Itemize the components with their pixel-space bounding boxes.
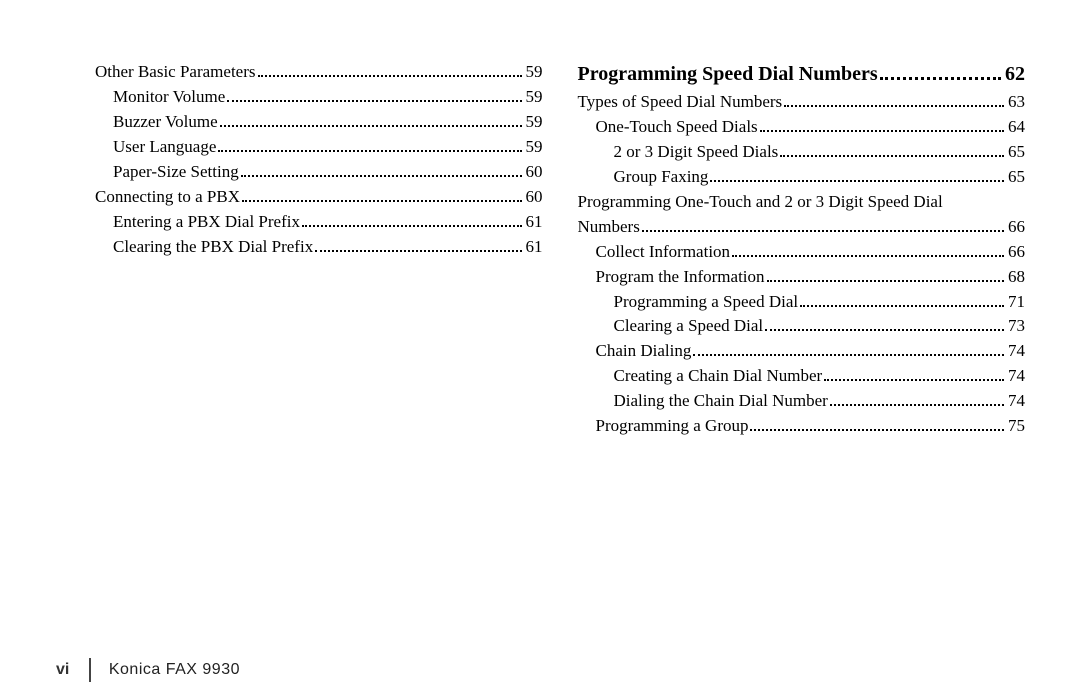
page-footer: vi Konica FAX 9930 [56,658,240,682]
footer-divider [89,658,91,682]
right-column: Programming Speed Dial Numbers 62 Types … [578,60,1026,439]
toc-entry: Program the Information 68 [578,264,1026,289]
toc-label: Buzzer Volume [95,110,218,135]
toc-label: Dialing the Chain Dial Number [578,389,828,414]
toc-label: Entering a PBX Dial Prefix [95,210,300,235]
dot-leader [824,364,1004,381]
toc-page: 59 [526,135,543,160]
toc-entry: Collect Information 66 [578,239,1026,264]
toc-heading-page: 62 [1005,60,1025,88]
toc-entry: Group Faxing 65 [578,165,1026,190]
toc-page: 73 [1008,314,1025,339]
toc-entry: Clearing the PBX Dial Prefix 61 [95,235,543,260]
dot-leader [765,314,1004,331]
dot-leader [767,264,1004,281]
dot-leader [693,339,1004,356]
dot-leader [258,60,522,77]
toc-page: 59 [526,110,543,135]
toc-label: Collect Information [578,240,731,265]
toc-label: Programming a Group [578,414,749,439]
toc-entry: Entering a PBX Dial Prefix 61 [95,210,543,235]
dot-leader [780,140,1004,157]
dot-leader [315,235,521,252]
toc-entry: Clearing a Speed Dial 73 [578,314,1026,339]
toc-entry: Buzzer Volume 59 [95,110,543,135]
toc-label: Connecting to a PBX [95,185,240,210]
toc-label: Program the Information [578,265,765,290]
dot-leader [880,62,1001,80]
footer-page-number: vi [56,661,89,679]
dot-leader [760,115,1004,132]
toc-label: Clearing a Speed Dial [578,314,764,339]
toc-heading-label: Programming Speed Dial Numbers [578,60,878,88]
left-column: Other Basic Parameters 59 Monitor Volume… [95,60,543,439]
toc-entry: Connecting to a PBX 60 [95,185,543,210]
toc-page: 61 [526,210,543,235]
toc-page: 61 [526,235,543,260]
dot-leader [784,90,1004,107]
toc-page: 74 [1008,339,1025,364]
toc-page: 68 [1008,265,1025,290]
toc-page: 60 [526,160,543,185]
content-columns: Other Basic Parameters 59 Monitor Volume… [95,60,1025,439]
dot-leader [241,160,522,177]
toc-entry: User Language 59 [95,135,543,160]
toc-page: 59 [526,60,543,85]
dot-leader [220,110,522,127]
toc-entry: Other Basic Parameters 59 [95,60,543,85]
toc-entry: Types of Speed Dial Numbers 63 [578,90,1026,115]
toc-page: 59 [526,85,543,110]
toc-label: Other Basic Parameters [95,60,256,85]
toc-page: 65 [1008,165,1025,190]
dot-leader [642,214,1004,231]
toc-label: Numbers [578,215,640,240]
dot-leader [242,185,522,202]
toc-label: Clearing the PBX Dial Prefix [95,235,313,260]
toc-entry: Dialing the Chain Dial Number 74 [578,389,1026,414]
toc-entry: Paper-Size Setting 60 [95,160,543,185]
toc-label: Paper-Size Setting [95,160,239,185]
toc-label: Programming One-Touch and 2 or 3 Digit S… [578,192,943,211]
toc-page: 63 [1008,90,1025,115]
dot-leader [800,289,1004,306]
toc-page: 66 [1008,215,1025,240]
dot-leader [218,135,521,152]
footer-model: Konica FAX 9930 [109,661,240,679]
toc-entry: Monitor Volume 59 [95,85,543,110]
dot-leader [830,389,1004,406]
toc-entry: One-Touch Speed Dials 64 [578,115,1026,140]
toc-label: User Language [95,135,216,160]
toc-label: Group Faxing [578,165,709,190]
toc-entry: 2 or 3 Digit Speed Dials 65 [578,140,1026,165]
toc-page: 74 [1008,389,1025,414]
toc-page: 74 [1008,364,1025,389]
toc-label: Monitor Volume [95,85,225,110]
toc-label: One-Touch Speed Dials [578,115,758,140]
page: Other Basic Parameters 59 Monitor Volume… [0,0,1080,698]
toc-label: Chain Dialing [578,339,692,364]
toc-entry: Programming a Speed Dial 71 [578,289,1026,314]
toc-label: Creating a Chain Dial Number [578,364,823,389]
toc-entry-continued: Numbers 66 [578,214,1026,239]
toc-page: 64 [1008,115,1025,140]
toc-label: Types of Speed Dial Numbers [578,90,783,115]
dot-leader [302,210,522,227]
toc-page: 65 [1008,140,1025,165]
dot-leader [710,165,1004,182]
toc-entry: Programming a Group 75 [578,414,1026,439]
toc-page: 60 [526,185,543,210]
dot-leader [732,239,1004,256]
toc-label: 2 or 3 Digit Speed Dials [578,140,779,165]
toc-entry: Programming One-Touch and 2 or 3 Digit S… [578,190,1026,215]
toc-entry: Creating a Chain Dial Number 74 [578,364,1026,389]
toc-label: Programming a Speed Dial [578,290,799,315]
toc-page: 71 [1008,290,1025,315]
dot-leader [227,85,521,102]
toc-page: 66 [1008,240,1025,265]
toc-section-heading: Programming Speed Dial Numbers 62 [578,60,1026,88]
dot-leader [750,414,1004,431]
toc-page: 75 [1008,414,1025,439]
toc-entry: Chain Dialing 74 [578,339,1026,364]
